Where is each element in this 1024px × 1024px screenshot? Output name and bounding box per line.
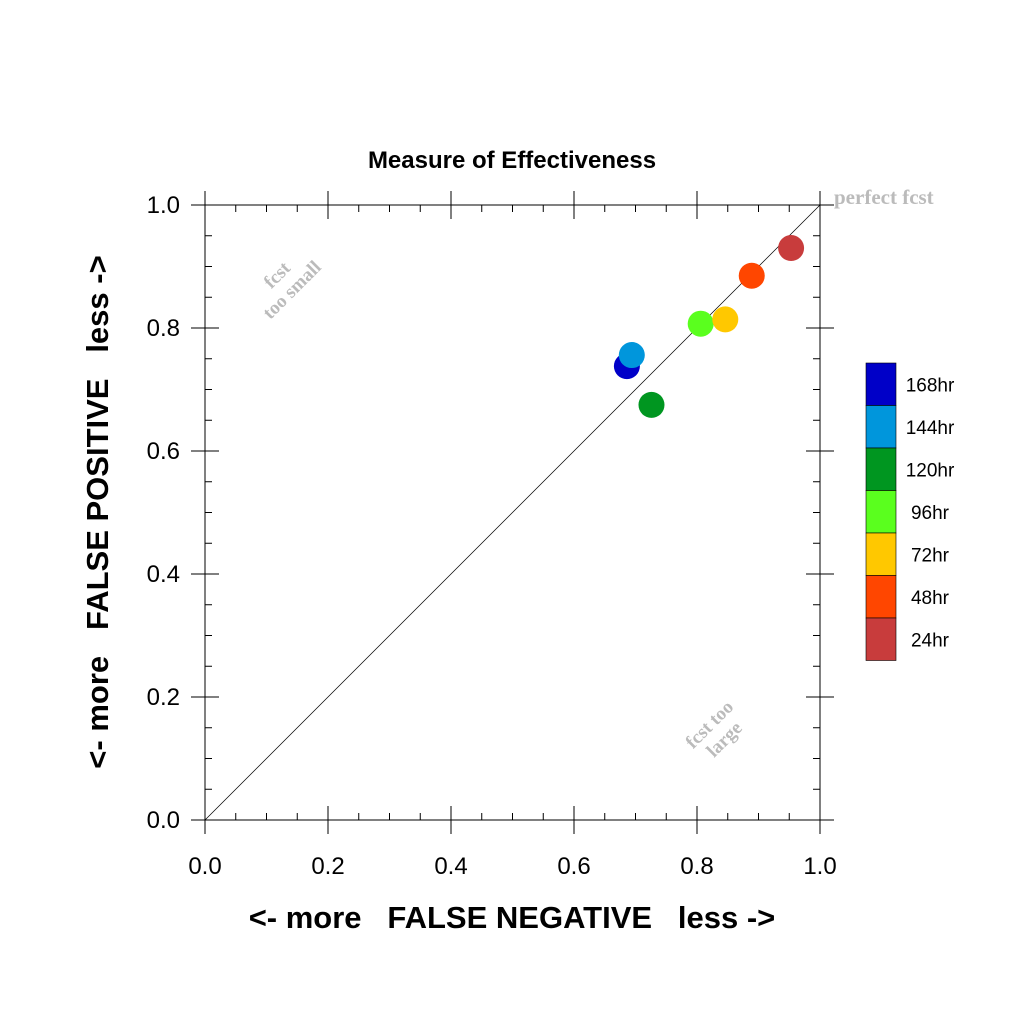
point-48hr — [738, 262, 765, 289]
axis-ticks — [191, 191, 834, 834]
x-tick-label: 0.4 — [434, 853, 467, 880]
y-tick-label: 0.4 — [147, 561, 180, 588]
x-tick-label: 0.6 — [557, 853, 590, 880]
y-tick-label: 0.8 — [147, 315, 180, 342]
legend-label-72hr: 72hr — [911, 545, 950, 566]
y-tick-labels: 0.0 0.2 0.4 0.6 0.8 1.0 — [147, 192, 180, 834]
legend-swatch-120hr — [865, 447, 897, 491]
y-axis-label: <- more FALSE POSITIVE less -> — [80, 255, 115, 768]
legend-swatch-168hr — [865, 362, 897, 406]
y-tick-label: 0.0 — [147, 807, 180, 834]
fcst-too-large-label: fcst too large — [682, 697, 747, 762]
legend-swatch-72hr — [865, 532, 897, 576]
x-tick-label: 0.2 — [311, 853, 344, 880]
point-72hr — [712, 306, 739, 333]
point-96hr — [687, 310, 714, 337]
legend-label-24hr: 24hr — [911, 630, 950, 651]
x-tick-label: 0.8 — [680, 853, 713, 880]
data-points — [613, 235, 805, 418]
y-tick-label: 1.0 — [147, 192, 180, 219]
x-tick-labels: 0.0 0.2 0.4 0.6 0.8 1.0 — [188, 853, 836, 880]
x-tick-label: 0.0 — [188, 853, 221, 880]
annotations: perfect fcst fcst too small fcst too lar… — [259, 185, 934, 762]
point-24hr — [778, 235, 805, 262]
diagonal-reference-line — [204, 204, 821, 821]
chart-title: Measure of Effectiveness — [368, 147, 656, 174]
fcst-too-small-line2: too small — [259, 257, 326, 324]
legend-label-144hr: 144hr — [906, 418, 955, 439]
perfect-fcst-label: perfect fcst — [834, 185, 934, 209]
y-tick-label: 0.6 — [147, 438, 180, 465]
fcst-too-small-label: fcst too small — [259, 257, 326, 324]
legend-swatch-96hr — [865, 490, 897, 534]
legend-label-48hr: 48hr — [911, 588, 950, 609]
x-tick-label: 1.0 — [803, 853, 836, 880]
legend-label-120hr: 120hr — [906, 460, 955, 481]
x-axis-label: <- more FALSE NEGATIVE less -> — [249, 900, 776, 935]
diagonal-line — [204, 204, 821, 821]
legend-label-168hr: 168hr — [906, 375, 955, 396]
legend-swatch-48hr — [865, 575, 897, 619]
point-144hr — [618, 342, 645, 369]
point-120hr — [638, 391, 665, 418]
legend-label-96hr: 96hr — [911, 503, 950, 524]
legend: 168hr 144hr 120hr 96hr 72hr 48hr 24hr — [865, 362, 955, 661]
y-tick-label: 0.2 — [147, 684, 180, 711]
legend-swatch-24hr — [865, 617, 897, 661]
legend-swatch-144hr — [865, 405, 897, 449]
